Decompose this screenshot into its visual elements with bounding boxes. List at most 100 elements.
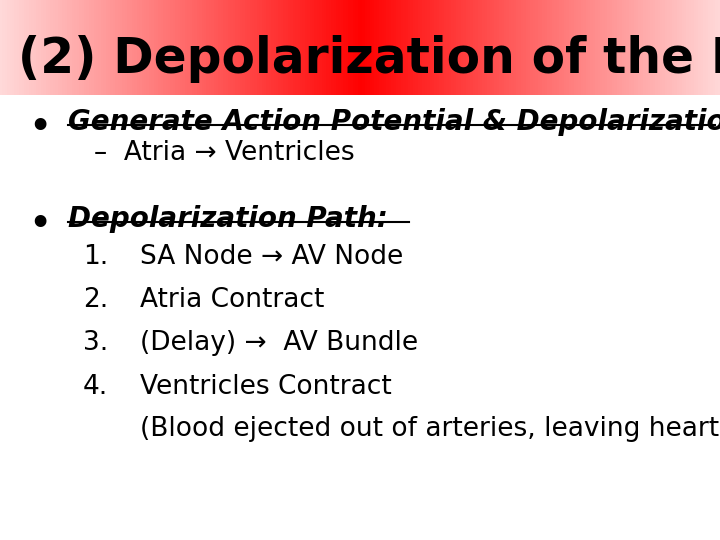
Bar: [538, 0, 541, 94]
Bar: [461, 0, 464, 94]
Bar: [629, 0, 632, 94]
Bar: [689, 0, 692, 94]
Bar: [218, 0, 222, 94]
Bar: [96, 0, 99, 94]
Bar: [288, 0, 291, 94]
Bar: [55, 0, 58, 94]
Text: (Blood ejected out of arteries, leaving heart): (Blood ejected out of arteries, leaving …: [140, 416, 720, 442]
Bar: [619, 0, 622, 94]
Bar: [408, 0, 411, 94]
Bar: [351, 0, 354, 94]
Bar: [29, 0, 32, 94]
Bar: [521, 0, 524, 94]
Bar: [665, 0, 668, 94]
Bar: [173, 0, 176, 94]
Bar: [245, 0, 248, 94]
Bar: [446, 0, 449, 94]
Bar: [413, 0, 416, 94]
Bar: [451, 0, 454, 94]
Bar: [605, 0, 608, 94]
Bar: [420, 0, 423, 94]
Bar: [372, 0, 375, 94]
Bar: [324, 0, 327, 94]
Bar: [639, 0, 642, 94]
Bar: [103, 0, 107, 94]
Bar: [74, 0, 78, 94]
Bar: [495, 0, 498, 94]
Bar: [485, 0, 488, 94]
Bar: [312, 0, 315, 94]
Bar: [657, 0, 661, 94]
Bar: [564, 0, 567, 94]
Text: SA Node → AV Node: SA Node → AV Node: [140, 244, 404, 270]
Bar: [636, 0, 639, 94]
Bar: [317, 0, 320, 94]
Bar: [384, 0, 387, 94]
Bar: [182, 0, 186, 94]
Bar: [41, 0, 44, 94]
Bar: [662, 0, 665, 94]
Bar: [108, 0, 111, 94]
Bar: [557, 0, 560, 94]
Text: Ventricles Contract: Ventricles Contract: [140, 374, 392, 400]
Bar: [441, 0, 445, 94]
Bar: [65, 0, 68, 94]
Bar: [50, 0, 53, 94]
Bar: [463, 0, 467, 94]
Bar: [22, 0, 24, 94]
Bar: [360, 0, 363, 94]
Bar: [142, 0, 145, 94]
Bar: [670, 0, 672, 94]
Bar: [185, 0, 188, 94]
Bar: [535, 0, 539, 94]
Text: •: •: [29, 208, 50, 241]
Bar: [718, 0, 720, 94]
Bar: [91, 0, 94, 94]
Bar: [526, 0, 528, 94]
Bar: [531, 0, 534, 94]
Bar: [415, 0, 418, 94]
Bar: [590, 0, 593, 94]
Bar: [367, 0, 370, 94]
Text: Depolarization Path:: Depolarization Path:: [68, 205, 388, 233]
Bar: [686, 0, 690, 94]
Bar: [19, 0, 22, 94]
Bar: [562, 0, 564, 94]
Bar: [221, 0, 224, 94]
Bar: [175, 0, 179, 94]
Bar: [2, 0, 6, 94]
Bar: [67, 0, 71, 94]
Bar: [297, 0, 301, 94]
Bar: [34, 0, 37, 94]
Bar: [48, 0, 51, 94]
Text: Atria Contract: Atria Contract: [140, 287, 325, 313]
Bar: [394, 0, 397, 94]
Bar: [677, 0, 680, 94]
Bar: [425, 0, 428, 94]
Bar: [127, 0, 130, 94]
Text: 4.: 4.: [83, 374, 108, 400]
Bar: [346, 0, 348, 94]
Bar: [31, 0, 35, 94]
Bar: [382, 0, 384, 94]
Bar: [295, 0, 298, 94]
Bar: [542, 0, 546, 94]
Bar: [189, 0, 193, 94]
Bar: [326, 0, 330, 94]
Bar: [348, 0, 351, 94]
Bar: [151, 0, 154, 94]
Bar: [0, 0, 3, 94]
Bar: [617, 0, 620, 94]
Bar: [106, 0, 109, 94]
Bar: [398, 0, 402, 94]
Bar: [583, 0, 586, 94]
Bar: [319, 0, 323, 94]
Bar: [466, 0, 469, 94]
Bar: [266, 0, 269, 94]
Bar: [322, 0, 325, 94]
Bar: [502, 0, 505, 94]
Bar: [132, 0, 135, 94]
Bar: [70, 0, 73, 94]
Bar: [679, 0, 683, 94]
Bar: [513, 0, 517, 94]
